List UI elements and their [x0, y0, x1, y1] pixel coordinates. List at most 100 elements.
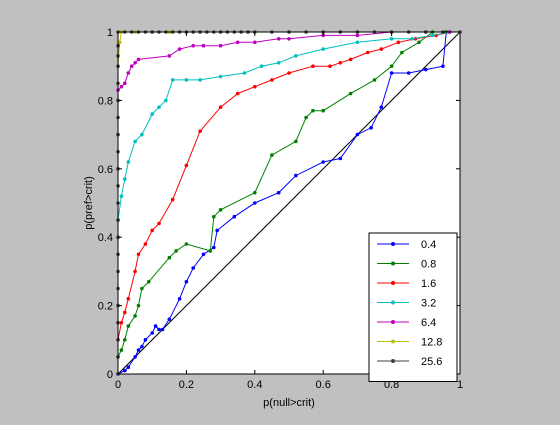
data-point — [294, 54, 298, 58]
legend-swatch-marker — [391, 261, 395, 266]
data-point — [119, 84, 124, 89]
data-point — [328, 64, 332, 68]
y-axis-ticks: 0 0.2 0.4 0.6 0.8 1 — [98, 27, 460, 381]
data-point — [215, 228, 219, 233]
data-point — [126, 71, 131, 75]
data-point — [379, 105, 384, 109]
data-point — [150, 112, 154, 116]
data-point — [119, 194, 124, 198]
data-point — [321, 47, 326, 51]
legend-label: 1.6 — [421, 278, 436, 290]
data-point — [170, 78, 175, 82]
data-point — [160, 327, 165, 332]
data-point — [133, 355, 137, 359]
data-point — [218, 43, 223, 48]
data-point — [259, 64, 264, 68]
data-point — [232, 214, 237, 219]
x-tick-label: 0.2 — [179, 379, 194, 391]
data-point — [218, 208, 223, 212]
data-point — [170, 197, 175, 202]
data-point — [167, 317, 172, 322]
data-point — [338, 61, 343, 65]
reference-diagonal — [117, 31, 461, 375]
data-point — [174, 249, 178, 253]
data-point — [133, 269, 137, 274]
data-point — [123, 368, 127, 373]
data-point — [253, 190, 257, 195]
data-point — [126, 324, 131, 328]
data-point — [372, 78, 377, 82]
data-point — [365, 50, 370, 55]
data-point — [253, 201, 257, 205]
x-tick-label: 0.4 — [247, 379, 262, 391]
data-point — [184, 78, 189, 82]
data-point — [406, 71, 411, 75]
data-point — [140, 132, 144, 137]
data-point — [369, 126, 373, 130]
legend-label: 3.2 — [421, 298, 436, 310]
data-point — [276, 37, 281, 41]
data-point — [218, 74, 223, 79]
data-point — [133, 139, 137, 144]
legend-label: 6.4 — [421, 317, 436, 329]
data-point — [126, 160, 131, 164]
data-point — [212, 214, 216, 219]
data-point — [164, 98, 168, 103]
data-point — [311, 108, 315, 113]
data-point — [430, 33, 435, 38]
data-point — [201, 43, 206, 48]
data-point — [133, 61, 137, 65]
data-point — [126, 297, 131, 301]
series-3 — [116, 30, 452, 222]
x-tick-label: 0 — [115, 379, 121, 391]
data-point — [126, 365, 131, 370]
data-point — [287, 71, 291, 75]
data-point — [123, 177, 127, 181]
data-point — [119, 320, 124, 325]
data-point — [218, 105, 223, 109]
legend-swatch-marker — [391, 281, 395, 285]
data-point — [355, 33, 360, 38]
data-point — [184, 163, 189, 168]
data-point — [191, 266, 195, 270]
data-point — [136, 348, 141, 352]
data-point — [348, 91, 353, 96]
legend-swatch-marker — [391, 359, 395, 363]
legend-box — [368, 232, 458, 382]
data-point — [311, 64, 315, 68]
data-point — [191, 43, 195, 48]
series-4 — [116, 30, 452, 92]
data-point — [235, 40, 240, 45]
data-point — [129, 64, 134, 68]
data-point — [400, 50, 404, 55]
data-point — [184, 279, 189, 284]
data-point — [201, 252, 206, 257]
data-point — [355, 132, 360, 137]
legend-label: 0.4 — [421, 239, 436, 251]
data-point — [184, 242, 189, 246]
data-point — [198, 78, 202, 82]
y-tick-label: 0.8 — [98, 95, 113, 107]
data-point — [150, 228, 154, 233]
data-point — [287, 37, 291, 41]
y-tick-label: 1 — [107, 27, 113, 39]
data-point — [294, 173, 298, 178]
legend-swatch-marker — [391, 300, 395, 305]
data-point — [270, 153, 274, 157]
data-point — [123, 81, 127, 86]
data-point — [147, 279, 151, 284]
x-tick-label: 1 — [457, 379, 463, 391]
y-tick-label: 0.2 — [98, 301, 113, 313]
x-tick-label: 0.6 — [316, 379, 331, 391]
series-2 — [116, 30, 452, 342]
legend-label: 12.8 — [421, 337, 442, 349]
data-point — [143, 338, 148, 342]
data-point — [167, 255, 172, 260]
legend-entry: 25.6 — [377, 356, 442, 368]
data-point — [441, 64, 445, 68]
data-point — [242, 71, 247, 75]
y-tick-label: 0 — [107, 369, 113, 381]
data-point — [396, 40, 401, 45]
